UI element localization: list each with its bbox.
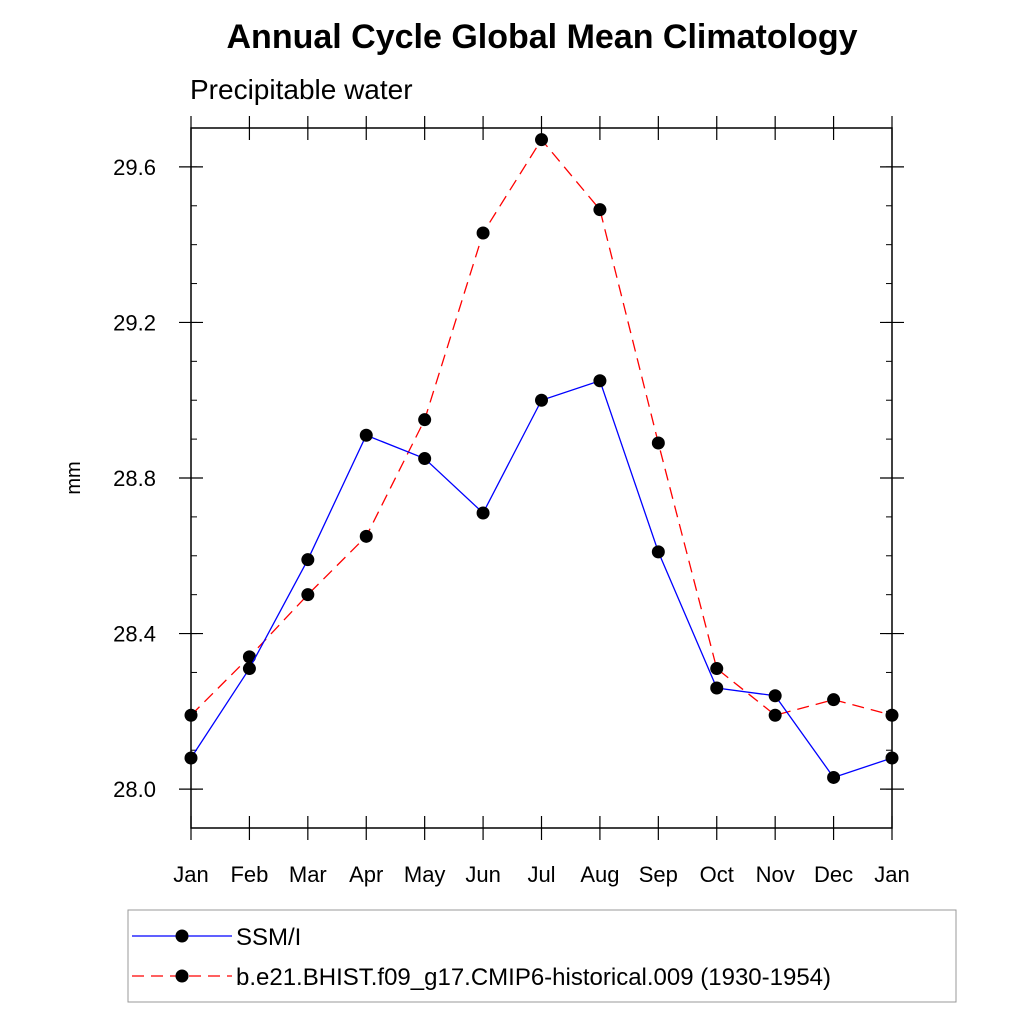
data-point: [885, 751, 899, 765]
x-tick-label: Feb: [230, 862, 268, 887]
legend-label: SSM/I: [236, 924, 301, 951]
legend-label: b.e21.BHIST.f09_g17.CMIP6-historical.009…: [236, 964, 831, 991]
legend-entry-1: b.e21.BHIST.f09_g17.CMIP6-historical.009…: [132, 964, 831, 991]
y-axis-label: mm: [63, 461, 85, 494]
series-line: [190, 138, 893, 716]
x-tick-label: Aug: [580, 862, 619, 887]
y-tick-label: 28.4: [113, 622, 156, 647]
x-tick-label: Jan: [173, 862, 208, 887]
data-point: [242, 650, 256, 664]
data-point: [359, 428, 373, 442]
data-point: [593, 374, 607, 388]
y-tick-label: 28.0: [113, 777, 156, 802]
axes: 28.0 28.4 28.8 29.2 29.6 Jan Feb Mar Apr May Jun Ju…: [113, 116, 910, 887]
legend-marker: [175, 969, 189, 983]
data-point: [710, 681, 724, 695]
x-tick-label: Oct: [700, 862, 734, 887]
y-tick-label: 28.8: [113, 466, 156, 491]
data-point: [418, 413, 432, 427]
data-point: [827, 693, 841, 707]
data-point: [768, 689, 782, 703]
x-tick-label: Apr: [349, 862, 383, 887]
series-1: [184, 133, 899, 722]
data-point: [535, 393, 548, 407]
data-point: [535, 133, 548, 147]
chart-subtitle: Precipitable water: [190, 74, 413, 105]
data-point: [710, 662, 724, 676]
data-point: [476, 506, 490, 520]
y-tick-label: 29.6: [113, 155, 156, 180]
data-point: [768, 708, 782, 722]
data-point: [476, 226, 490, 240]
x-tick-label: Jul: [527, 862, 555, 887]
x-tick-label: May: [404, 862, 446, 887]
data-point: [301, 553, 315, 567]
series-layer: [184, 133, 899, 784]
data-point: [651, 436, 665, 450]
x-tick-label: Mar: [289, 862, 327, 887]
plot-frame: [190, 127, 893, 829]
data-point: [418, 452, 432, 466]
x-tick-label: Dec: [814, 862, 853, 887]
data-point: [593, 203, 607, 217]
x-tick-label: Jan: [874, 862, 909, 887]
series-0: [184, 374, 899, 784]
series-line: [190, 379, 893, 779]
data-point: [827, 770, 841, 784]
x-tick-label: Jun: [465, 862, 500, 887]
legend: SSM/I b.e21.BHIST.f09_g17.CMIP6-historica…: [127, 909, 957, 1003]
data-point: [651, 545, 665, 559]
data-point: [242, 662, 256, 676]
data-point: [885, 708, 899, 722]
data-point: [301, 588, 315, 602]
data-point: [184, 751, 198, 765]
x-tick-label: Sep: [639, 862, 678, 887]
legend-box: [127, 909, 957, 1003]
y-tick-label: 29.2: [113, 310, 156, 335]
legend-marker: [175, 929, 189, 943]
x-tick-label: Nov: [756, 862, 795, 887]
legend-entry-0: SSM/I: [132, 924, 301, 951]
data-point: [184, 708, 198, 722]
data-point: [359, 529, 373, 543]
chart-title: Annual Cycle Global Mean Climatology: [227, 18, 858, 56]
